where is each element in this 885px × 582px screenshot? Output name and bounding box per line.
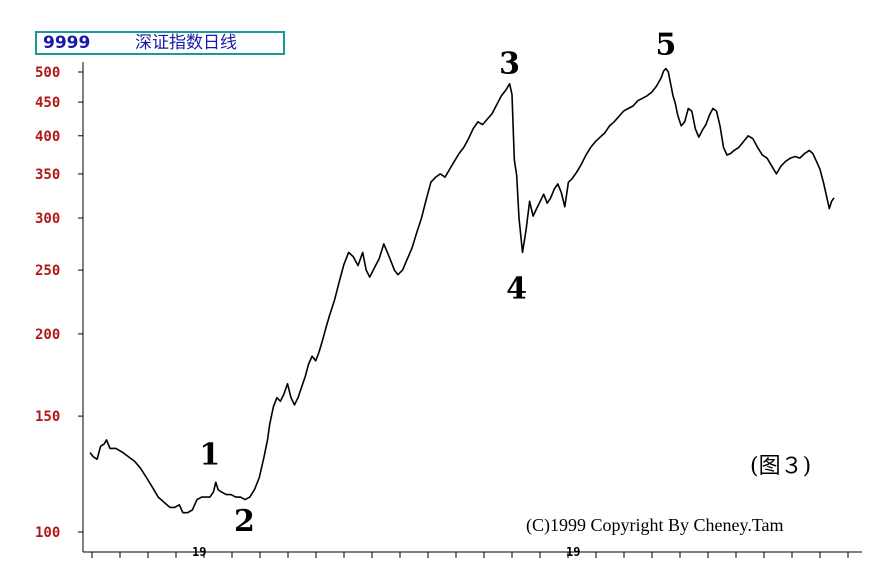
y-axis: 100 150 200 250 300 350 400 450 500 bbox=[35, 62, 84, 552]
y-tick-label: 300 bbox=[35, 211, 60, 227]
y-tick-label: 250 bbox=[35, 263, 60, 279]
wave-label-5: 5 bbox=[655, 28, 676, 63]
y-tick-label: 200 bbox=[35, 327, 60, 343]
wave-label-2: 2 bbox=[234, 504, 255, 539]
y-tick-label: 500 bbox=[35, 65, 60, 81]
copyright-text: (C)1999 Copyright By Cheney.Tam bbox=[526, 515, 784, 536]
index-name: 深证指数日线 bbox=[135, 33, 237, 53]
x-tick-label: 19 bbox=[192, 545, 206, 559]
index-code: 9999 bbox=[43, 33, 91, 53]
wave-label-1: 1 bbox=[199, 437, 220, 472]
chart-title-box: 9999 深证指数日线 bbox=[35, 31, 285, 55]
x-tick-label: 19 bbox=[566, 545, 580, 559]
series-group bbox=[89, 67, 835, 514]
y-tick-label: 150 bbox=[35, 409, 60, 425]
wave-label-3: 3 bbox=[499, 47, 520, 82]
y-tick-label: 450 bbox=[35, 95, 60, 111]
index-line bbox=[89, 67, 835, 514]
y-tick-label: 100 bbox=[35, 525, 60, 541]
x-axis: 19 19 bbox=[83, 545, 862, 559]
annotations: 12 3 4 5 bbox=[199, 28, 676, 539]
y-tick-label: 350 bbox=[35, 167, 60, 183]
wave-label-4: 4 bbox=[506, 271, 527, 306]
figure-tag: (图３) bbox=[750, 454, 811, 479]
y-tick-label: 400 bbox=[35, 129, 60, 145]
